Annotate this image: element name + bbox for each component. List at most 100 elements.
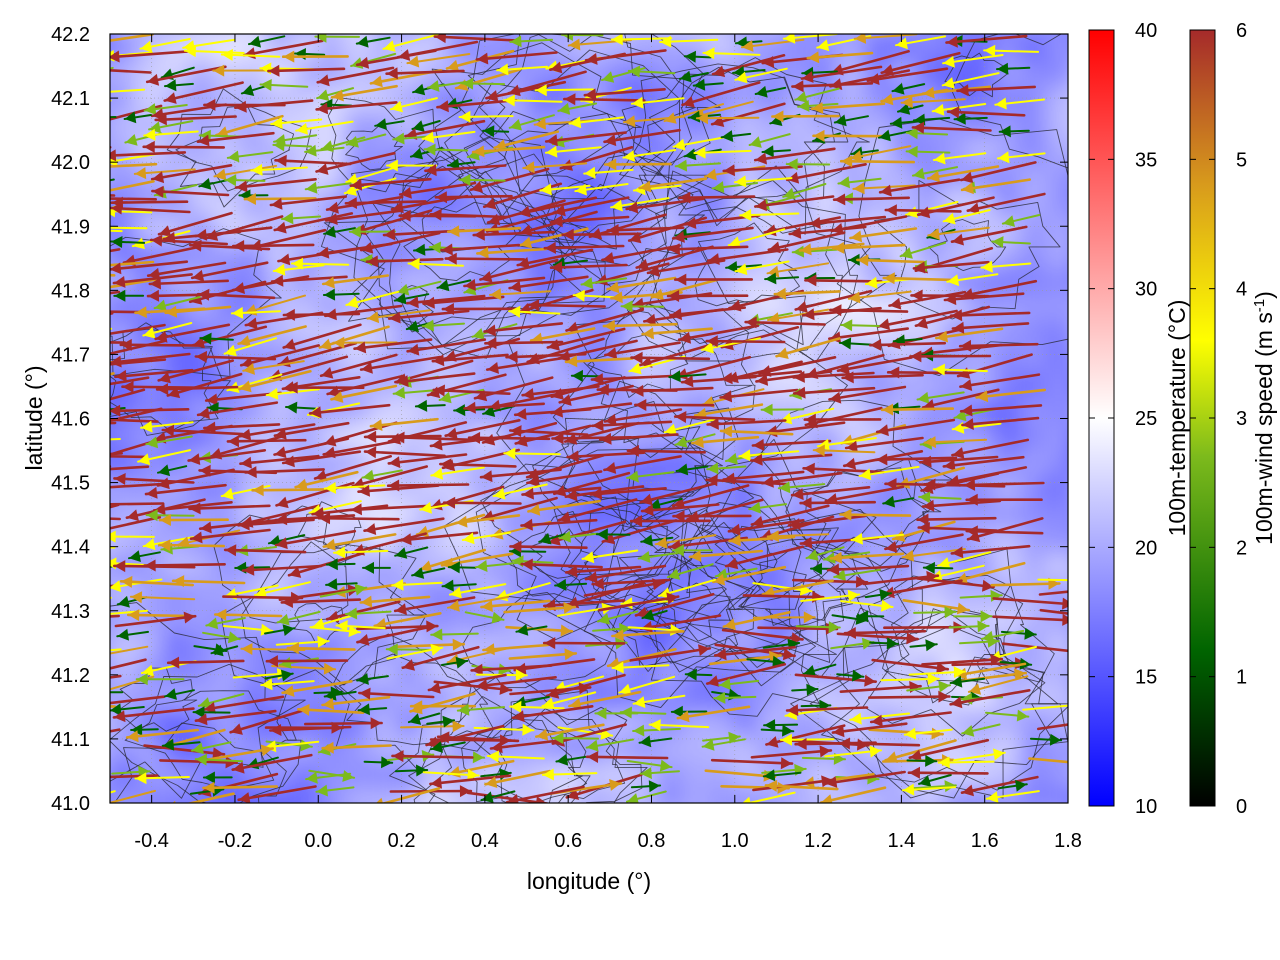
wind-arrow-head	[673, 497, 686, 509]
wind-arrow	[275, 635, 330, 648]
wind-arrow	[1001, 642, 1068, 653]
temperature-cell	[162, 632, 190, 660]
wind-arrow-shaft	[270, 275, 348, 283]
wind-arrow	[440, 656, 469, 669]
temperature-cell	[110, 60, 112, 88]
wind-arrow-shaft	[874, 456, 958, 462]
wind-arrow-head	[668, 290, 680, 302]
wind-arrow-head	[675, 273, 687, 286]
wind-arrow	[641, 327, 713, 340]
wind-arrow-head	[928, 170, 940, 183]
wind-arrow-shaft	[751, 439, 832, 447]
temperature-cell	[812, 190, 840, 218]
wind-arrow-shaft	[602, 322, 678, 328]
wind-arrow	[833, 114, 869, 127]
wind-arrow-head	[85, 526, 97, 538]
wind-arrow-shaft	[194, 709, 277, 723]
wind-arrow-head	[71, 435, 82, 447]
wind-arrow-head	[363, 561, 374, 574]
wind-arrow-head	[563, 601, 575, 614]
wind-arrow-head	[688, 110, 701, 123]
wind-arrow	[635, 245, 714, 271]
wind-arrow-head	[317, 74, 330, 87]
colorbar-tick-label: 6	[1236, 20, 1247, 42]
wind-arrow-head	[85, 699, 97, 711]
wind-arrow-shaft	[513, 658, 596, 672]
temperature-cell	[266, 814, 294, 842]
temperature-cell	[162, 762, 190, 790]
wind-arrow-head	[481, 600, 493, 613]
wind-arrow-head	[762, 475, 774, 488]
wind-arrow-shaft	[356, 625, 433, 644]
temperature-cell	[422, 606, 450, 634]
wind-arrow	[734, 67, 788, 84]
wind-arrow	[113, 473, 195, 485]
y-tick-label: 41.9	[51, 216, 90, 238]
wind-arrow-head	[322, 697, 335, 710]
wind-arrow	[897, 103, 924, 115]
wind-arrow-head	[312, 507, 325, 519]
temperature-cell	[162, 346, 190, 374]
wind-arrow	[719, 370, 803, 385]
wind-arrow	[454, 514, 521, 528]
wind-arrow-shaft	[724, 545, 805, 568]
wind-arrow	[386, 479, 470, 492]
temperature-cell	[890, 580, 918, 608]
temperature-cell	[786, 788, 814, 803]
wind-arrow-shaft	[112, 707, 195, 719]
wind-arrow-head	[445, 427, 458, 440]
wind-arrow	[550, 402, 633, 418]
wind-arrow-head	[410, 147, 424, 160]
wind-arrow-shaft	[790, 485, 871, 497]
wind-arrow-shaft	[562, 97, 646, 102]
wind-arrow	[953, 112, 988, 125]
wind-arrow-shaft	[631, 386, 714, 393]
temperature-cell	[1046, 528, 1068, 556]
x-tick-label: 1.6	[971, 830, 999, 852]
temperature-cell	[708, 34, 736, 36]
wind-arrow-shaft	[166, 659, 245, 665]
wind-arrow-head	[236, 180, 248, 193]
wind-arrow	[695, 112, 760, 125]
wind-arrow	[562, 93, 646, 106]
wind-arrow-shaft	[113, 477, 195, 484]
temperature-cell	[1020, 294, 1048, 322]
wind-arrow-head	[215, 608, 227, 621]
wind-arrow-head	[388, 456, 401, 469]
wind-arrow-head	[795, 301, 808, 313]
wind-arrow	[713, 691, 757, 704]
wind-arrow-head	[154, 299, 167, 312]
wind-arrow-shaft	[669, 306, 747, 317]
wind-arrow	[319, 353, 398, 379]
wind-arrow	[280, 596, 362, 608]
wind-arrow	[482, 405, 516, 417]
wind-arrow	[348, 225, 396, 238]
wind-arrow-head	[425, 164, 437, 177]
colorbar-tick-label: 4	[1236, 279, 1247, 301]
wind-arrow	[515, 623, 548, 636]
wind-arrow-head	[721, 425, 733, 438]
temperature-cell	[1046, 450, 1068, 478]
wind-arrow-shaft	[110, 151, 187, 157]
wind-arrow-head	[334, 546, 346, 559]
wind-arrow	[395, 372, 476, 388]
wind-arrow-head	[735, 71, 748, 84]
wind-arrow	[646, 259, 726, 277]
wind-arrow-head	[1016, 709, 1029, 722]
wind-arrow-shaft	[946, 466, 1028, 485]
wind-arrow	[158, 514, 229, 526]
wind-arrow-head	[963, 478, 976, 491]
wind-arrow-head	[449, 586, 462, 599]
wind-arrow-head	[216, 126, 229, 138]
wind-arrow-head	[148, 289, 160, 302]
wind-arrow	[764, 779, 839, 792]
wind-arrow-head	[230, 723, 243, 735]
temperature-cell	[864, 34, 892, 36]
wind-arrow-head	[792, 80, 804, 93]
wind-arrow	[345, 133, 387, 148]
wind-arrow-shaft	[866, 67, 949, 82]
wind-arrow-head	[595, 707, 607, 720]
wind-arrow-head	[960, 379, 973, 391]
wind-arrow-head	[679, 331, 692, 344]
wind-arrow	[719, 425, 794, 438]
